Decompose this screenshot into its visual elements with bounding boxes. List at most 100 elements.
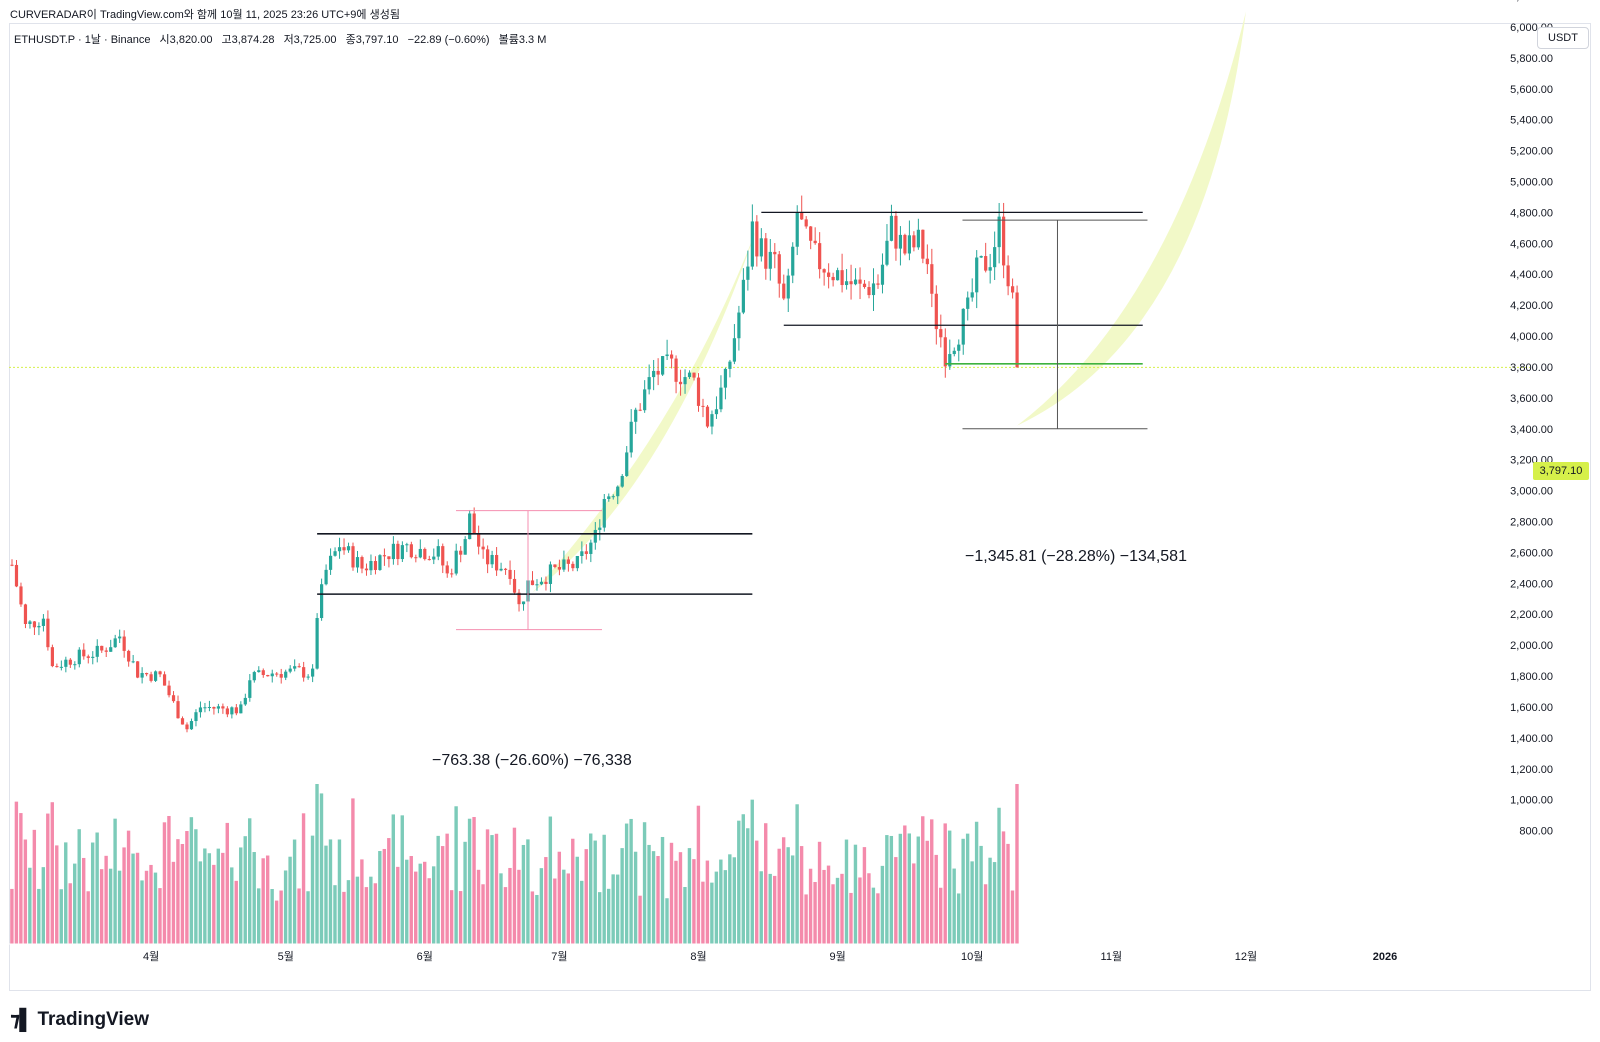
legend-symbol[interactable]: ETHUSDT.P · 1날 · Binance [14,34,151,46]
candle-body [939,329,943,338]
y-tick-label: 4,000.00 [1510,331,1553,343]
volume-bar [992,862,997,944]
volume-bar [59,889,63,944]
volume-bar [786,847,790,944]
volume-bar [274,900,279,944]
candle-body [836,270,840,281]
volume-bar [903,825,907,944]
volume-bar [405,859,409,944]
candle-body [41,618,46,626]
volume-bar [737,820,741,944]
candle-body [921,229,925,259]
volume-bar [355,876,360,944]
volume-bar [14,801,19,944]
volume-bar [458,891,463,944]
candle-body [943,337,947,367]
candle-body [521,601,526,605]
volume-bar [813,881,817,944]
currency-unit-button[interactable]: USDT [1537,27,1589,49]
volume-bar [593,840,597,944]
volume-bar [606,888,611,944]
volume-bar [970,861,974,944]
candle-body [530,580,535,586]
candle-body [692,372,696,378]
volume-bar [198,861,203,944]
candle-body [728,361,732,369]
candle-body [934,293,938,330]
volume-bar [185,831,189,944]
candle-body [750,221,754,267]
candle-body [979,256,983,258]
candle-body [472,513,476,533]
candle-body [225,708,229,715]
candle-body [593,529,597,543]
volume-bar [423,861,427,944]
candle-body [503,568,508,570]
y-tick-label: 1,400.00 [1510,733,1553,745]
volume-bar [481,884,485,944]
tradingview-logo[interactable]: ⁊▌ TradingView [10,1007,149,1032]
volume-bar [315,784,319,944]
volume-bar [261,858,265,944]
volume-bar [248,818,252,944]
volume-bar [548,816,553,944]
volume-bar [620,848,624,944]
candle-body [64,659,68,667]
candle-body [405,544,409,546]
candle-body [665,354,669,357]
legend-open: 시3,820.00 [159,34,213,46]
y-tick-label: 1,200.00 [1510,764,1553,776]
candle-body [396,543,400,560]
candle-body [849,281,853,285]
volume-bar [494,833,499,944]
candle-body [562,559,566,570]
y-tick-label: 1,000.00 [1510,795,1553,807]
volume-bar [319,793,324,944]
candle-body [710,414,714,427]
candle-body [248,680,252,698]
volume-bar [270,889,274,944]
volume-bar [633,851,638,944]
volume-bar [885,835,889,944]
volume-bar [544,857,548,944]
candle-body [207,706,212,708]
volume-bar [81,857,86,944]
candle-body [100,645,104,651]
y-tick-label: 5,400.00 [1510,115,1553,127]
y-tick-label: 4,600.00 [1510,238,1553,250]
candle-body [337,547,342,552]
x-tick-label: 10월 [961,950,983,963]
candle-body [328,555,333,570]
candle-body [782,283,786,299]
candle-body [553,564,557,568]
candle-body [557,567,562,570]
candle-body [777,254,781,284]
candle-body [450,573,454,575]
volume-bar [795,804,799,944]
volume-bar [961,838,965,944]
volume-bar [117,870,122,944]
candle-body [871,283,876,296]
volume-bar [351,798,355,944]
candle-body [634,409,638,422]
x-tick-label: 6월 [417,950,433,963]
candle-body [575,555,579,569]
volume-bar [983,884,988,944]
y-tick-label: 4,400.00 [1510,269,1553,281]
volume-bar [158,888,162,944]
candle-body [840,270,844,286]
candle-body [400,545,404,560]
y-tick-label: 800.00 [1519,826,1553,838]
candle-body [611,496,615,498]
candle-body [580,551,584,556]
volume-bar [1010,890,1015,944]
candle-body [1015,292,1019,368]
legend-change: −22.89 (−0.60%) [407,34,490,46]
x-tick-label: 5월 [278,950,294,963]
volume-bar [431,866,436,944]
candle-body [212,706,216,709]
candle-body [127,650,131,662]
tradingview-mark-icon: ⁊▌ [10,1009,33,1031]
candle-body [970,292,974,298]
